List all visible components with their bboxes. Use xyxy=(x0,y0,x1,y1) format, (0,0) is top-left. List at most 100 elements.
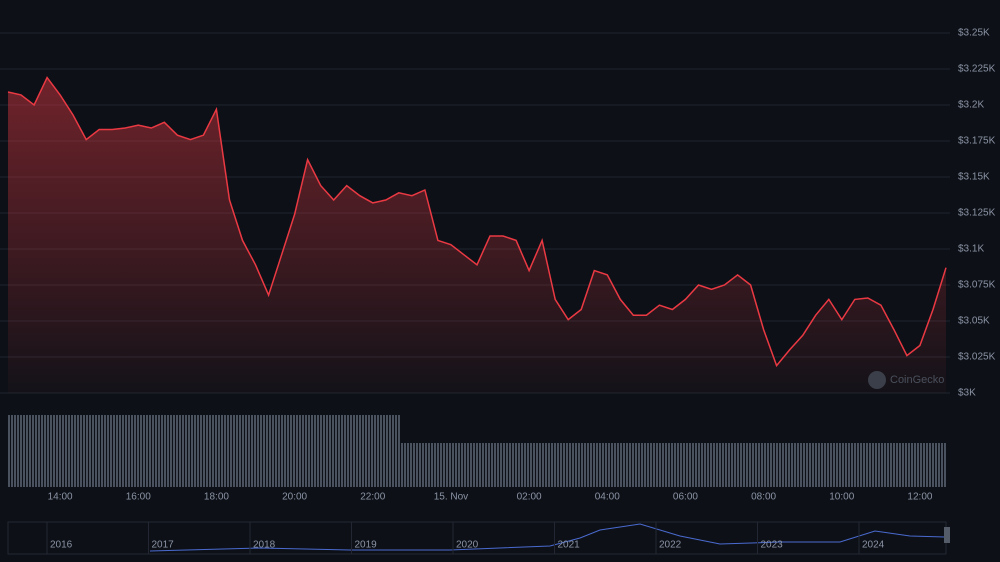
volume-bar xyxy=(98,415,100,487)
volume-bar xyxy=(14,415,16,487)
navigator-label: 2023 xyxy=(761,540,784,551)
volume-bar xyxy=(146,415,148,487)
volume-bar xyxy=(563,443,565,487)
volume-bar xyxy=(131,415,133,487)
volume-bar xyxy=(455,443,457,487)
volume-bar xyxy=(263,415,265,487)
volume-bar xyxy=(638,443,640,487)
x-tick-label: 04:00 xyxy=(595,492,620,503)
volume-bar xyxy=(725,443,727,487)
volume-bar xyxy=(890,443,892,487)
volume-bar xyxy=(302,415,304,487)
volume-bar xyxy=(578,443,580,487)
volume-bar xyxy=(767,443,769,487)
volume-bar xyxy=(842,443,844,487)
volume-bar xyxy=(824,443,826,487)
volume-bar xyxy=(347,415,349,487)
volume-bar xyxy=(560,443,562,487)
volume-bar xyxy=(743,443,745,487)
volume-bar xyxy=(182,415,184,487)
volume-bar xyxy=(65,415,67,487)
volume-bar xyxy=(68,415,70,487)
volume-bar xyxy=(908,443,910,487)
navigator-label: 2018 xyxy=(253,540,276,551)
volume-bar xyxy=(800,443,802,487)
volume-bar xyxy=(656,443,658,487)
navigator-label: 2022 xyxy=(659,540,682,551)
volume-bar xyxy=(341,415,343,487)
volume-bar xyxy=(662,443,664,487)
volume-bar xyxy=(812,443,814,487)
volume-bar xyxy=(254,415,256,487)
volume-bar xyxy=(368,415,370,487)
volume-bar xyxy=(866,443,868,487)
volume-bar xyxy=(206,415,208,487)
y-tick-label: $3.075K xyxy=(958,280,996,291)
volume-bar xyxy=(860,443,862,487)
volume-bar xyxy=(779,443,781,487)
volume-bar xyxy=(929,443,931,487)
volume-bar xyxy=(80,415,82,487)
navigator-label: 2019 xyxy=(355,540,378,551)
volume-bar xyxy=(848,443,850,487)
volume-bar xyxy=(143,415,145,487)
volume-bar xyxy=(413,443,415,487)
volume-bar xyxy=(269,415,271,487)
volume-bar xyxy=(161,415,163,487)
watermark-logo xyxy=(868,371,886,389)
volume-bar xyxy=(533,443,535,487)
navigator-handle[interactable] xyxy=(944,527,950,543)
volume-bar xyxy=(746,443,748,487)
x-tick-label: 06:00 xyxy=(673,492,698,503)
x-tick-label: 16:00 xyxy=(126,492,151,503)
volume-bar xyxy=(38,415,40,487)
volume-bar xyxy=(869,443,871,487)
volume-bar xyxy=(530,443,532,487)
volume-bar xyxy=(185,415,187,487)
volume-bar xyxy=(881,443,883,487)
volume-bar xyxy=(170,415,172,487)
volume-bar xyxy=(416,443,418,487)
volume-bar xyxy=(452,443,454,487)
volume-bar xyxy=(749,443,751,487)
volume-bar xyxy=(548,443,550,487)
x-tick-label: 10:00 xyxy=(829,492,854,503)
volume-bar xyxy=(395,415,397,487)
volume-bar xyxy=(788,443,790,487)
volume-bar xyxy=(386,415,388,487)
volume-bar xyxy=(236,415,238,487)
volume-bar xyxy=(128,415,130,487)
volume-bar xyxy=(53,415,55,487)
volume-bar xyxy=(101,415,103,487)
volume-bar xyxy=(785,443,787,487)
volume-bar xyxy=(212,415,214,487)
volume-bar xyxy=(329,415,331,487)
volume-bar xyxy=(320,415,322,487)
volume-bar xyxy=(29,415,31,487)
volume-bar xyxy=(608,443,610,487)
volume-bar xyxy=(290,415,292,487)
volume-bar xyxy=(692,443,694,487)
volume-bar xyxy=(668,443,670,487)
volume-bar xyxy=(764,443,766,487)
volume-bar xyxy=(383,415,385,487)
volume-bar xyxy=(719,443,721,487)
volume-bar xyxy=(944,443,946,487)
volume-bar xyxy=(629,443,631,487)
volume-bar xyxy=(224,415,226,487)
volume-bar xyxy=(260,415,262,487)
volume-bar xyxy=(191,415,193,487)
volume-bar xyxy=(932,443,934,487)
volume-bar xyxy=(158,415,160,487)
volume-bar xyxy=(404,443,406,487)
volume-bar xyxy=(257,415,259,487)
y-tick-label: $3.175K xyxy=(958,136,996,147)
volume-bar xyxy=(197,415,199,487)
x-tick-label: 02:00 xyxy=(517,492,542,503)
volume-bar xyxy=(377,415,379,487)
x-tick-label: 20:00 xyxy=(282,492,307,503)
y-tick-label: $3.2K xyxy=(958,100,984,111)
volume-bar xyxy=(23,415,25,487)
navigator-label: 2021 xyxy=(558,540,581,551)
volume-bar xyxy=(917,443,919,487)
